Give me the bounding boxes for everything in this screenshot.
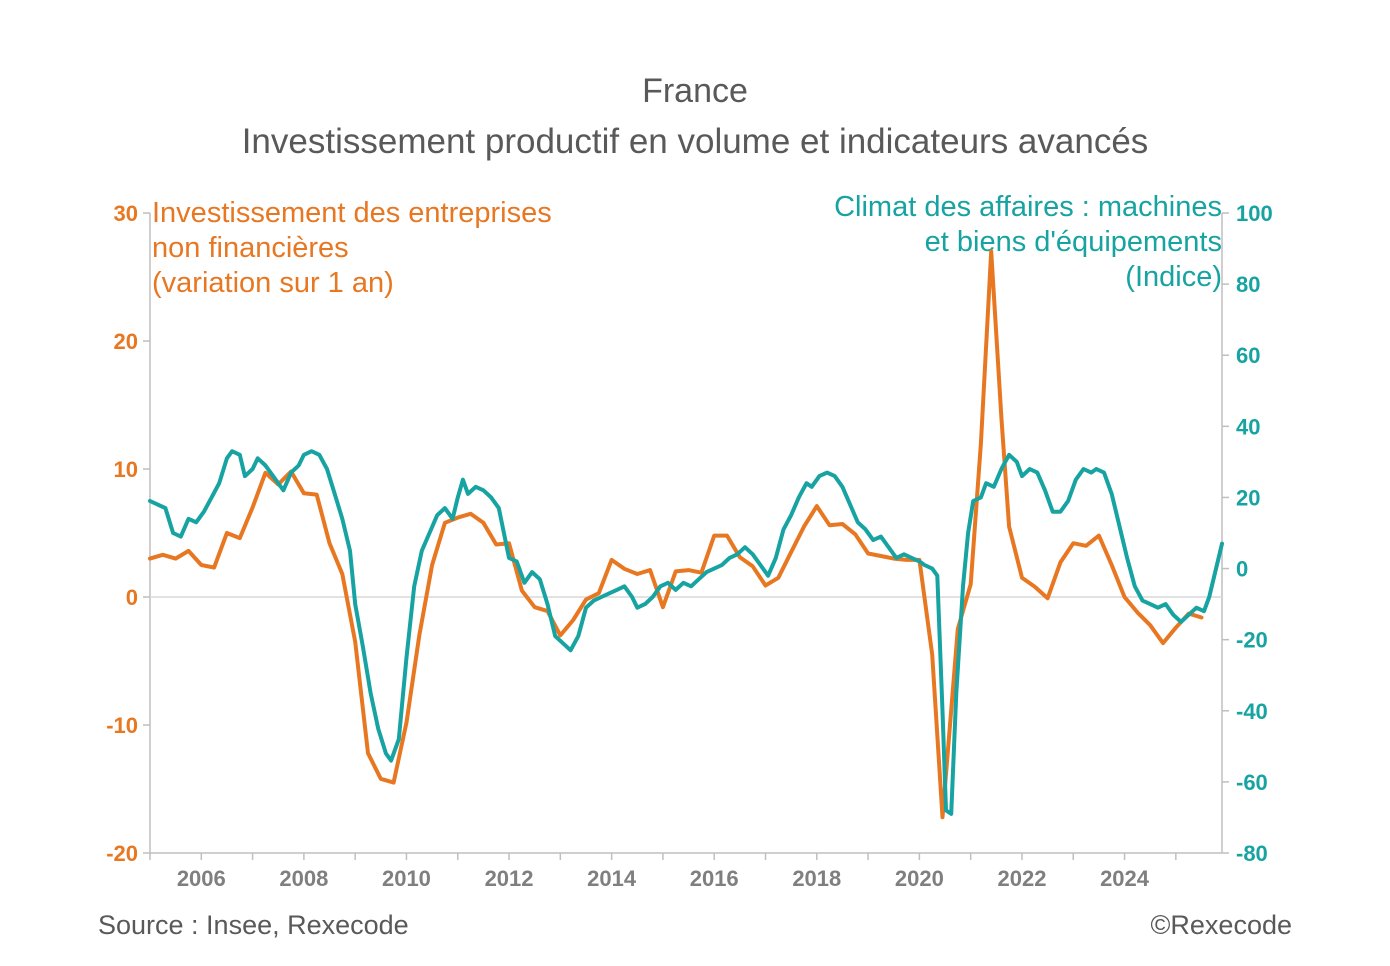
x-tick-label: 2018 — [792, 866, 841, 891]
left-tick-label: -20 — [106, 841, 138, 866]
business-climate-series-line — [148, 449, 1224, 816]
axes — [143, 212, 1229, 860]
x-tick-label: 2008 — [279, 866, 328, 891]
chart-subtitle: Investissement productif en volume et in… — [241, 122, 1149, 161]
x-tick-label: 2012 — [485, 866, 534, 891]
x-tick-label: 2016 — [690, 866, 739, 891]
series-lines — [148, 249, 1224, 820]
right-series-label: Climat des affaires : machines et biens … — [834, 191, 1222, 293]
right-tick-label: -80 — [1236, 841, 1268, 866]
right-tick-label: -20 — [1236, 628, 1268, 653]
copyright-note: ©Rexecode — [1150, 910, 1292, 940]
left-series-label: Investissement des entreprises non finan… — [152, 197, 552, 299]
right-tick-label: -60 — [1236, 770, 1268, 795]
x-tick-label: 2022 — [997, 866, 1046, 891]
left-tick-label: 0 — [126, 585, 138, 610]
right-tick-label: 40 — [1236, 414, 1260, 439]
x-tick-label: 2024 — [1100, 866, 1150, 891]
left-tick-label: -10 — [106, 713, 138, 738]
left-tick-label: 30 — [114, 201, 138, 226]
left-tick-label: 20 — [114, 329, 138, 354]
right-tick-label: 20 — [1236, 485, 1260, 510]
tick-labels: -20 -10 0 10 20 30 -80 -60 -40 -20 0 20 40 60 80 100 200… — [106, 201, 1273, 891]
left-tick-label: 10 — [114, 457, 138, 482]
right-tick-label: -40 — [1236, 699, 1268, 724]
x-tick-label: 2006 — [177, 866, 226, 891]
right-tick-label: 0 — [1236, 557, 1248, 582]
source-note: Source : Insee, Rexecode — [98, 910, 409, 940]
right-tick-label: 80 — [1236, 272, 1260, 297]
x-tick-label: 2010 — [382, 866, 431, 891]
right-tick-label: 60 — [1236, 343, 1260, 368]
investment-series-line — [148, 249, 1204, 820]
chart-title: France — [642, 72, 748, 110]
right-tick-label: 100 — [1236, 201, 1273, 226]
x-tick-label: 2020 — [895, 866, 944, 891]
x-tick-label: 2014 — [587, 866, 637, 891]
